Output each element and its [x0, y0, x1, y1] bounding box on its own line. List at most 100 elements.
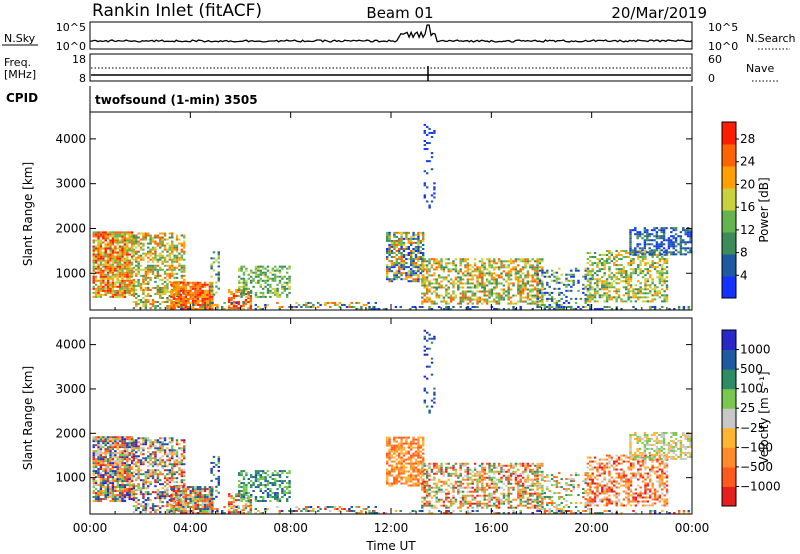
power-cell [553, 287, 556, 290]
power-cell [273, 277, 277, 280]
velocity-cell [132, 441, 136, 444]
velocity-cell [212, 497, 216, 500]
power-cell [541, 301, 544, 304]
power-cell [412, 264, 415, 267]
power-cell [584, 269, 587, 272]
power-cell [114, 283, 117, 286]
power-cell [147, 246, 150, 249]
power-cell [144, 232, 148, 235]
power-cell [660, 245, 663, 248]
power-cell [613, 274, 616, 277]
power-cell [211, 297, 214, 300]
power-cell [546, 283, 549, 286]
power-cell [661, 288, 664, 291]
power-cell [374, 301, 377, 304]
power-cell [433, 278, 436, 281]
power-cell [651, 280, 654, 283]
y-tick-label: 3000 [55, 177, 86, 191]
power-cell [495, 296, 498, 299]
power-cell [529, 274, 532, 277]
power-cell [144, 282, 148, 285]
power-cell [421, 300, 424, 303]
power-cell [665, 294, 669, 297]
power-cell [565, 285, 568, 288]
power-cell [464, 292, 467, 295]
power-cell [421, 278, 424, 281]
power-cell [644, 274, 647, 277]
power-cell [151, 286, 155, 289]
power-cell [634, 284, 638, 287]
velocity-cell [237, 490, 241, 493]
power-cell [99, 235, 103, 238]
power-cell [183, 270, 186, 273]
power-cell [485, 284, 489, 287]
power-cell [459, 276, 462, 279]
power-cell [674, 237, 678, 240]
power-cell [440, 280, 443, 283]
power-cell [249, 281, 253, 284]
power-cell [560, 281, 563, 284]
power-cell [114, 295, 117, 298]
velocity-cell [194, 492, 197, 495]
power-cell [121, 283, 124, 286]
power-cell [149, 294, 152, 298]
velocity-cell [106, 460, 110, 463]
velocity-cell [99, 492, 103, 495]
power-cell [130, 249, 134, 252]
power-cell [565, 299, 568, 302]
power-cell [502, 260, 506, 263]
power-cell [478, 282, 482, 285]
power-cell [620, 280, 623, 283]
power-cell [269, 295, 272, 298]
power-cell [92, 269, 95, 272]
power-cell [126, 241, 129, 244]
velocity-cell [94, 488, 98, 491]
velocity-cell [237, 484, 241, 487]
power-cell [104, 235, 107, 238]
power-cell [517, 286, 520, 289]
power-cell [536, 289, 539, 292]
power-cell [163, 280, 167, 283]
velocity-cell [132, 439, 136, 442]
power-cell [658, 296, 662, 299]
power-cell [99, 243, 103, 246]
power-cell [99, 263, 103, 266]
power-cell [464, 264, 467, 267]
velocity-cell [283, 494, 286, 497]
power-cell [529, 260, 532, 263]
power-cell [517, 272, 520, 275]
power-cell [593, 256, 597, 259]
velocity-cell [102, 458, 105, 461]
power-cell [142, 232, 145, 235]
power-cell [440, 286, 443, 289]
power-cell [495, 280, 498, 283]
power-cell [548, 293, 551, 296]
power-cell [651, 288, 654, 291]
power-cell [149, 248, 152, 251]
power-cell [99, 233, 103, 236]
velocity-cell [189, 498, 192, 501]
velocity-cell [259, 474, 262, 477]
power-cell [128, 285, 131, 288]
power-cell [629, 268, 633, 271]
power-cell [168, 248, 172, 251]
power-cell [598, 280, 602, 283]
power-cell [674, 249, 678, 252]
power-cell [417, 245, 420, 248]
velocity-cell [94, 466, 98, 469]
power-colorbar-tick-label: 24 [740, 155, 755, 169]
power-cell [121, 289, 124, 292]
power-cell [130, 279, 134, 282]
power-cell [151, 260, 155, 263]
velocity-cell [94, 450, 98, 453]
power-cell [407, 258, 410, 261]
power-cell [447, 286, 450, 289]
power-cell [620, 272, 623, 275]
power-cell [488, 262, 491, 265]
power-cell [201, 307, 204, 310]
power-cell [447, 280, 450, 283]
power-cell [92, 233, 95, 236]
velocity-cell [283, 492, 286, 495]
power-cell [605, 258, 609, 261]
velocity-cell [210, 495, 213, 498]
